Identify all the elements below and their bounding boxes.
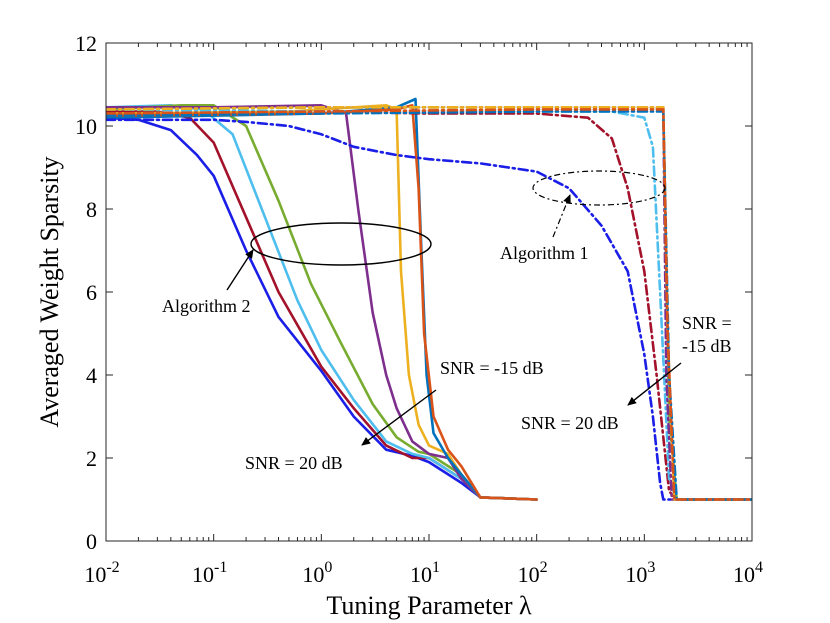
snr-high-right-label: SNR = 20 dB <box>521 413 619 433</box>
snr-high-left-label: SNR = 20 dB <box>245 453 343 473</box>
y-tick-label: 2 <box>86 446 97 471</box>
x-axis-title: Tuning Parameter λ <box>326 591 532 620</box>
algorithm-2-arrow <box>226 249 254 291</box>
x-tick-label: 10-1 <box>192 559 227 587</box>
y-tick-label: 10 <box>75 114 97 139</box>
x-tick-label: 10-2 <box>84 559 119 587</box>
ticks-group: 10-2 10-1 100 101 102 103 104 0 2 4 6 8 10 12 <box>75 31 763 587</box>
snr-low-right-label-line1: SNR = <box>682 313 732 333</box>
y-tick-label: 0 <box>86 529 97 554</box>
series-line-7 <box>106 97 539 501</box>
series-group <box>106 97 752 501</box>
algorithm-1-arrow <box>552 194 571 238</box>
y-axis-title: Averaged Weight Sparsity <box>35 156 64 427</box>
annotation-graphics <box>226 170 682 446</box>
x-tick-label: 103 <box>625 559 655 587</box>
series-line-15 <box>106 110 752 501</box>
series-line-9 <box>106 118 752 501</box>
plot-background <box>106 43 752 541</box>
x-tick-label: 102 <box>518 559 548 587</box>
annotation-labels: Algorithm 2 Algorithm 1 SNR = -15 dB SNR… <box>162 243 732 473</box>
x-tick-label: 101 <box>410 559 440 587</box>
snr-low-right-label-line2: -15 dB <box>682 336 732 356</box>
series-line-1 <box>106 116 539 501</box>
algorithm-2-ellipse <box>250 222 432 266</box>
snr-right-arrow <box>627 362 682 406</box>
y-tick-label: 8 <box>86 197 97 222</box>
x-tick-label: 104 <box>733 559 763 587</box>
y-tick-label: 6 <box>86 280 97 305</box>
snr-left-arrow <box>361 389 437 446</box>
algorithm-1-ellipse <box>532 170 666 206</box>
y-tick-label: 4 <box>86 363 97 388</box>
x-tick-label: 100 <box>302 559 332 587</box>
series-line-16 <box>106 108 752 501</box>
algorithm-1-label: Algorithm 1 <box>500 243 589 263</box>
y-tick-label: 12 <box>75 31 97 56</box>
algorithm-2-label: Algorithm 2 <box>162 296 251 316</box>
series-line-5 <box>106 104 539 501</box>
snr-low-left-label: SNR = -15 dB <box>440 358 544 378</box>
